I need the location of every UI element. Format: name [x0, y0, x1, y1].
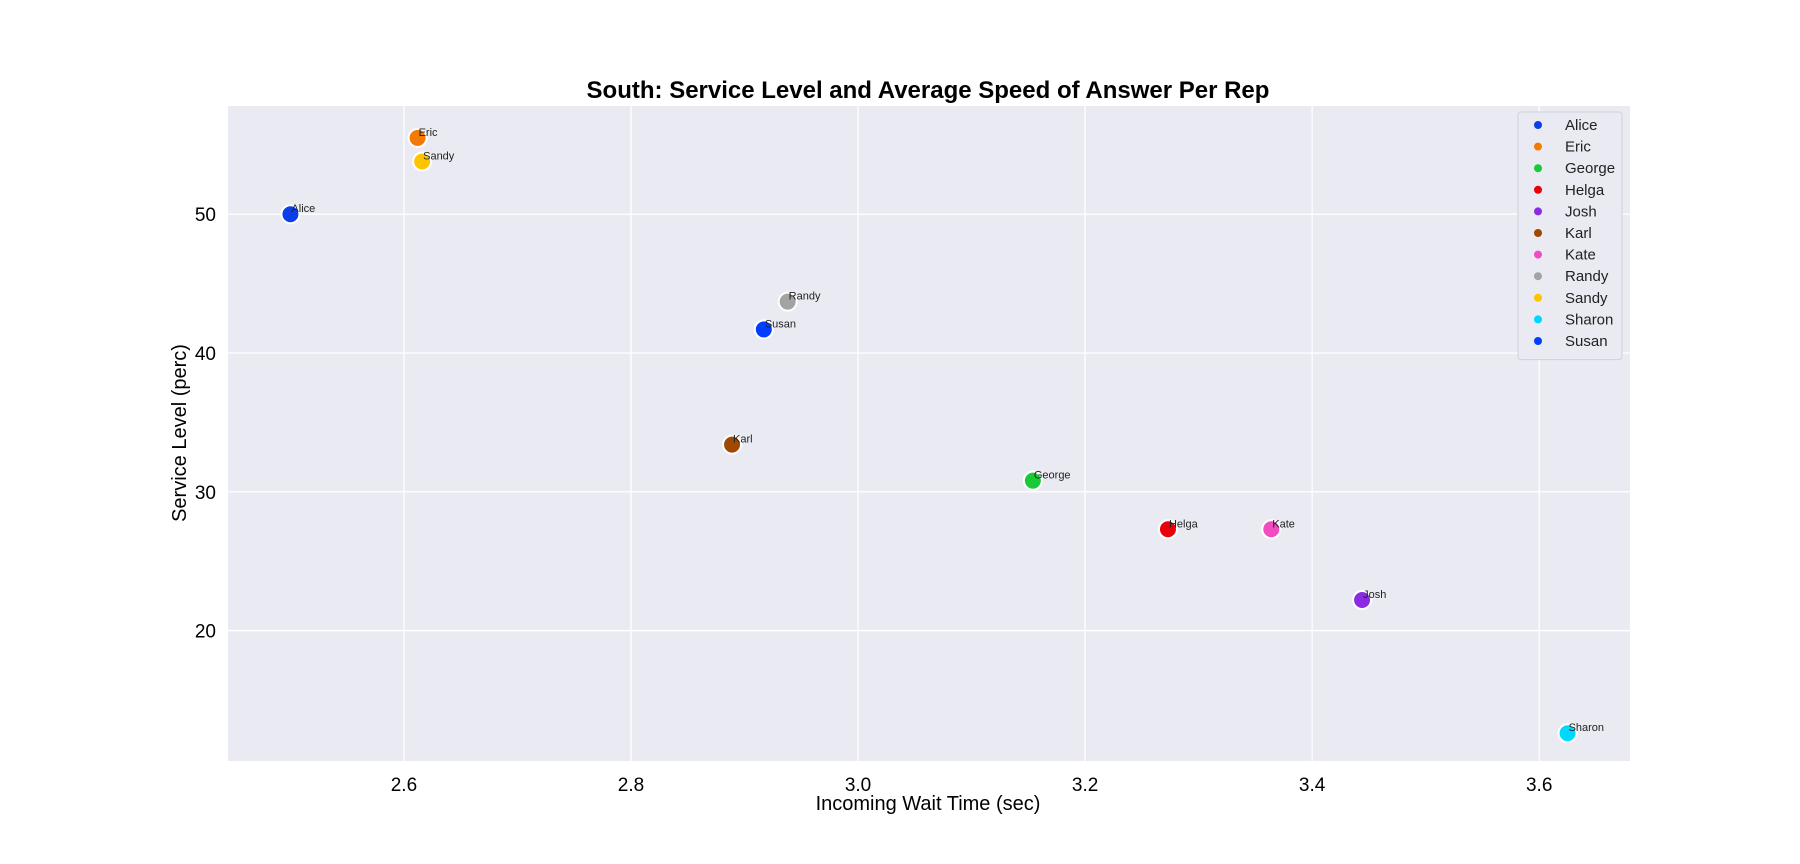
data-point-josh	[1352, 590, 1373, 611]
data-point-randy	[777, 291, 798, 312]
point-labels: Alice Eric George Helga Josh Karl Kate Randy San…	[291, 127, 1604, 734]
legend-label-sharon: Sharon	[1565, 311, 1613, 328]
y-tick-label: 20	[195, 622, 216, 643]
data-point-eric	[407, 127, 428, 148]
data-points	[280, 127, 1578, 744]
y-axis-ticks: 20 30 40 50	[195, 205, 216, 642]
legend-marker-kate	[1534, 250, 1542, 259]
point-label-george: George	[1034, 470, 1071, 482]
legend-label-eric: Eric	[1565, 139, 1591, 156]
point-label-helga: Helga	[1169, 518, 1199, 530]
legend-label-alice: Alice	[1565, 117, 1598, 134]
legend-marker-helga	[1534, 185, 1542, 194]
point-label-alice: Alice	[291, 203, 315, 215]
point-label-sharon: Sharon	[1569, 722, 1604, 734]
legend-label-susan: Susan	[1565, 333, 1608, 350]
legend-label-randy: Randy	[1565, 268, 1609, 285]
chart-title: South: Service Level and Average Speed o…	[587, 77, 1270, 104]
point-label-eric: Eric	[419, 127, 438, 139]
plot-area	[228, 106, 1630, 761]
legend-marker-josh	[1534, 207, 1542, 216]
legend-label-helga: Helga	[1565, 182, 1605, 199]
x-axis-ticks: 2.6 2.8 3.0 3.2 3.4 3.6	[391, 775, 1553, 796]
data-point-george	[1022, 470, 1043, 491]
x-tick-label: 3.0	[845, 775, 871, 796]
legend-marker-randy	[1534, 272, 1542, 281]
legend-marker-sharon	[1534, 315, 1542, 324]
point-label-kate: Kate	[1272, 518, 1295, 530]
x-tick-label: 2.6	[391, 775, 417, 796]
y-axis-label: Service Level (perc)	[169, 344, 191, 522]
data-point-karl	[722, 434, 743, 455]
x-tick-label: 3.4	[1299, 775, 1326, 796]
legend-marker-karl	[1534, 229, 1542, 237]
x-axis-label: Incoming Wait Time (sec)	[816, 793, 1041, 815]
point-label-randy: Randy	[789, 291, 821, 303]
legend-box	[1517, 111, 1623, 361]
legend-marker-george	[1534, 164, 1542, 173]
legend-marker-sandy	[1534, 293, 1542, 302]
legend: Alice Eric George Helga Josh Karl Kate Randy San…	[1517, 111, 1623, 361]
legend-label-karl: Karl	[1565, 225, 1592, 242]
legend-marker-susan	[1534, 337, 1542, 345]
legend-label-george: George	[1565, 160, 1615, 177]
x-tick-label: 2.8	[618, 775, 644, 796]
x-tick-label: 3.2	[1072, 775, 1098, 796]
x-tick-label: 3.6	[1526, 775, 1552, 796]
point-label-sandy: Sandy	[423, 151, 455, 163]
legend-label-sandy: Sandy	[1565, 290, 1608, 307]
y-tick-label: 50	[195, 205, 216, 226]
data-point-susan	[753, 319, 774, 340]
legend-marker-eric	[1534, 142, 1542, 151]
legend-label-kate: Kate	[1565, 247, 1596, 264]
legend-marker-alice	[1534, 121, 1542, 129]
y-tick-label: 30	[195, 483, 216, 504]
point-label-susan: Susan	[765, 318, 796, 330]
y-tick-label: 40	[195, 344, 216, 365]
data-point-alice	[280, 204, 301, 225]
legend-label-josh: Josh	[1565, 203, 1597, 220]
data-point-sharon	[1557, 723, 1578, 744]
data-point-kate	[1261, 519, 1282, 540]
data-point-helga	[1157, 519, 1178, 540]
data-point-sandy	[412, 151, 433, 172]
point-label-karl: Karl	[733, 434, 753, 446]
point-label-josh: Josh	[1363, 589, 1386, 601]
